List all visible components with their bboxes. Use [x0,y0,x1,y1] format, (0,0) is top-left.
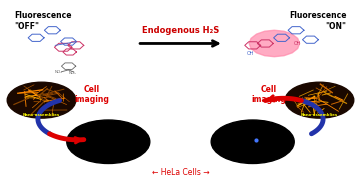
Circle shape [285,82,354,118]
Text: Nano-assemblies: Nano-assemblies [23,113,60,117]
Circle shape [67,120,150,163]
Text: Nano-assemblies: Nano-assemblies [301,113,338,117]
Text: "ON": "ON" [326,22,347,31]
Circle shape [7,82,76,118]
Text: "OFF": "OFF" [14,22,39,31]
Text: Endogenous H₂S: Endogenous H₂S [142,26,219,35]
Text: OH: OH [294,41,301,46]
Text: Fluorescence: Fluorescence [14,11,72,20]
Circle shape [211,120,294,163]
Text: OH: OH [247,51,255,56]
Text: Cell
imaging: Cell imaging [75,85,109,104]
Text: NO₂: NO₂ [69,71,77,75]
Text: NO₂: NO₂ [55,70,62,74]
Text: ← HeLa Cells →: ← HeLa Cells → [152,168,209,177]
Text: Cell
imaging: Cell imaging [252,85,286,104]
Text: Fluorescence: Fluorescence [289,11,347,20]
